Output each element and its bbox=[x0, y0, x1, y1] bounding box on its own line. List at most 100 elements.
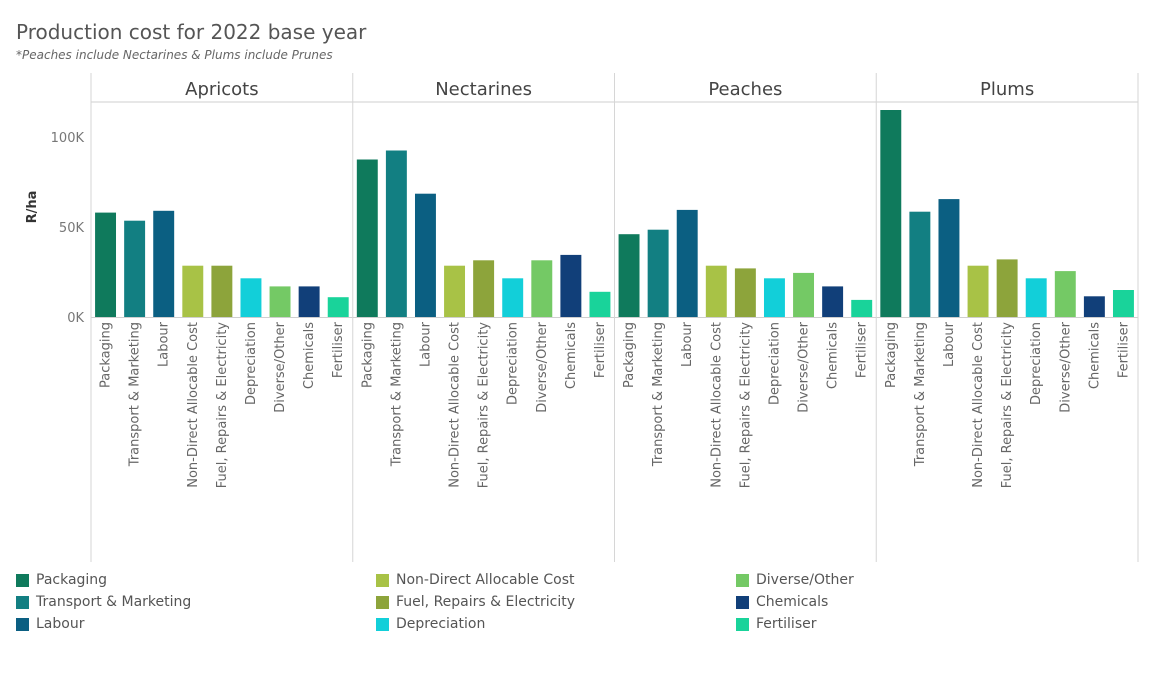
legend-item[interactable]: Fuel, Repairs & Electricity bbox=[376, 594, 575, 610]
legend-item[interactable]: Non-Direct Allocable Cost bbox=[376, 572, 575, 588]
bar bbox=[1112, 290, 1134, 317]
x-tick-label: Fuel, Repairs & Electricity bbox=[215, 322, 230, 489]
x-tick-label: Packaging bbox=[360, 322, 375, 388]
panel-title: Apricots bbox=[185, 79, 259, 100]
panel-title: Nectarines bbox=[435, 79, 532, 100]
x-tick-label: Chemicals bbox=[302, 322, 317, 389]
bar bbox=[763, 278, 785, 317]
bar bbox=[95, 212, 117, 317]
legend-label: Diverse/Other bbox=[756, 572, 854, 588]
legend-label: Labour bbox=[36, 616, 85, 632]
bar bbox=[734, 268, 756, 317]
bar bbox=[1025, 278, 1047, 317]
legend-swatch bbox=[736, 595, 749, 609]
panel-title: Peaches bbox=[708, 79, 782, 100]
y-tick-label: 50K bbox=[59, 221, 85, 236]
bar bbox=[909, 211, 931, 317]
chart-title: Production cost for 2022 base year bbox=[16, 20, 367, 44]
x-tick-label: Transport & Marketing bbox=[389, 322, 404, 467]
legend-item[interactable]: Transport & Marketing bbox=[16, 594, 191, 610]
panel-title: Plums bbox=[980, 79, 1034, 100]
x-tick-label: Chemicals bbox=[1087, 322, 1102, 389]
legend-swatch bbox=[736, 573, 749, 587]
bar bbox=[473, 260, 495, 317]
x-tick-label: Fuel, Repairs & Electricity bbox=[1000, 322, 1015, 489]
legend-swatch bbox=[736, 617, 749, 631]
x-tick-label: Diverse/Other bbox=[797, 321, 812, 412]
bar bbox=[676, 209, 698, 317]
bar bbox=[589, 291, 611, 317]
bar bbox=[938, 199, 960, 317]
bar bbox=[124, 220, 146, 317]
bar bbox=[298, 286, 320, 317]
bar bbox=[444, 265, 466, 317]
bar bbox=[618, 234, 640, 317]
x-tick-label: Labour bbox=[942, 321, 957, 367]
bar bbox=[502, 278, 524, 317]
legend-swatch bbox=[16, 595, 29, 609]
bar bbox=[414, 193, 436, 317]
x-tick-label: Chemicals bbox=[564, 322, 579, 389]
legend-swatch bbox=[376, 573, 389, 587]
bar bbox=[967, 265, 989, 317]
x-tick-label: Labour bbox=[418, 321, 433, 367]
x-tick-label: Transport & Marketing bbox=[128, 322, 143, 467]
legend-item[interactable]: Labour bbox=[16, 616, 84, 632]
bar bbox=[356, 159, 378, 317]
y-tick-label: 0K bbox=[67, 311, 84, 326]
bar bbox=[851, 299, 873, 317]
x-tick-label: Depreciation bbox=[767, 322, 782, 405]
legend-label: Non-Direct Allocable Cost bbox=[396, 572, 575, 588]
legend: Packaging Transport & Marketing Labour Non-… bbox=[0, 572, 1150, 642]
bar bbox=[880, 110, 902, 317]
chart-subtitle: *Peaches include Nectarines & Plums incl… bbox=[16, 48, 333, 62]
bar bbox=[531, 260, 553, 317]
legend-label: Fertiliser bbox=[756, 616, 817, 632]
bar bbox=[385, 150, 407, 317]
legend-item[interactable]: Diverse/Other bbox=[736, 572, 854, 588]
x-tick-label: Fertiliser bbox=[593, 321, 608, 378]
x-tick-label: Chemicals bbox=[826, 322, 841, 389]
bar bbox=[153, 210, 175, 317]
x-tick-label: Labour bbox=[157, 321, 172, 367]
x-tick-label: Fertiliser bbox=[855, 321, 870, 378]
bar bbox=[793, 272, 815, 317]
legend-item[interactable]: Depreciation bbox=[376, 616, 485, 632]
bar bbox=[705, 265, 727, 317]
x-tick-label: Transport & Marketing bbox=[651, 322, 666, 467]
x-tick-label: Labour bbox=[680, 321, 695, 367]
x-tick-label: Diverse/Other bbox=[1058, 321, 1073, 412]
x-tick-label: Fertiliser bbox=[1116, 321, 1131, 378]
legend-label: Fuel, Repairs & Electricity bbox=[396, 594, 576, 610]
legend-label: Packaging bbox=[36, 572, 108, 588]
x-tick-label: Depreciation bbox=[506, 322, 521, 405]
bar bbox=[996, 259, 1018, 317]
x-tick-label: Diverse/Other bbox=[535, 321, 550, 412]
x-tick-label: Packaging bbox=[884, 322, 899, 388]
legend-item[interactable]: Packaging bbox=[16, 572, 107, 588]
x-tick-label: Transport & Marketing bbox=[913, 322, 928, 467]
bar bbox=[269, 286, 291, 317]
bar bbox=[647, 229, 669, 317]
x-tick-label: Fertiliser bbox=[331, 321, 346, 378]
x-tick-label: Fuel, Repairs & Electricity bbox=[477, 322, 492, 489]
bar-chart: R/ha 0K 50K 100K Apricots Packaging Transport … bbox=[25, 73, 1139, 562]
bar bbox=[1083, 296, 1105, 317]
legend-label: Chemicals bbox=[756, 594, 829, 610]
legend-swatch bbox=[16, 617, 29, 631]
legend-item[interactable]: Chemicals bbox=[736, 594, 828, 610]
x-tick-label: Non-Direct Allocable Cost bbox=[448, 322, 463, 488]
legend-swatch bbox=[16, 573, 29, 587]
legend-item[interactable]: Fertiliser bbox=[736, 616, 816, 632]
x-tick-label: Non-Direct Allocable Cost bbox=[709, 322, 724, 488]
legend-label: Transport & Marketing bbox=[36, 594, 192, 610]
x-tick-label: Packaging bbox=[622, 322, 637, 388]
x-tick-label: Packaging bbox=[99, 322, 114, 388]
bar bbox=[560, 254, 582, 317]
bar bbox=[211, 265, 233, 317]
legend-swatch bbox=[376, 595, 389, 609]
x-tick-label: Depreciation bbox=[244, 322, 259, 405]
x-tick-label: Depreciation bbox=[1029, 322, 1044, 405]
y-axis-label: R/ha bbox=[25, 191, 40, 224]
legend-label: Depreciation bbox=[396, 616, 486, 632]
